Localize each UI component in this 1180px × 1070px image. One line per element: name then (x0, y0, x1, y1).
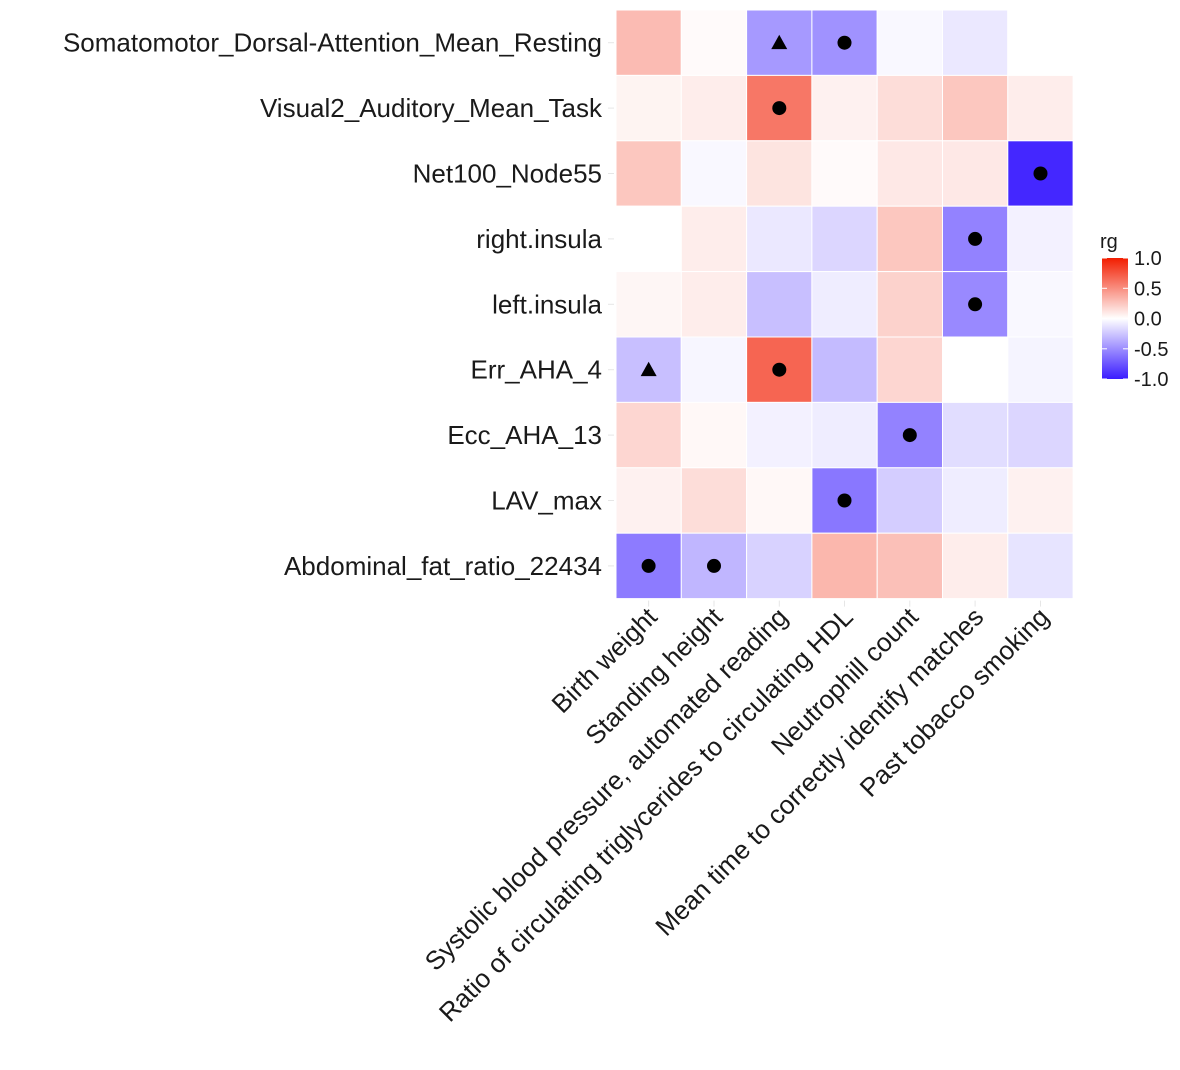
legend-tick-label: 0.0 (1134, 309, 1162, 331)
heatmap-cell (942, 467, 1009, 534)
row-label: Err_AHA_4 (471, 355, 603, 385)
heatmap-cell (942, 74, 1009, 142)
heatmap-cell (876, 205, 944, 273)
heatmap-cell (811, 401, 878, 469)
heatmap-cell (942, 401, 1009, 469)
heatmap-cell (680, 205, 748, 273)
circle-marker (641, 558, 656, 573)
heatmap-cell (876, 140, 944, 207)
circle-marker (772, 362, 787, 377)
circle-marker (837, 35, 852, 50)
row-label: right.insula (476, 224, 602, 254)
heatmap-cell (811, 74, 878, 142)
heatmap-cell (1007, 336, 1074, 403)
heatmap-cell (942, 532, 1009, 600)
heatmap-cell (942, 336, 1009, 403)
heatmap-cell (1007, 467, 1074, 534)
heatmap-cell (746, 532, 813, 600)
heatmap-cell (1007, 74, 1074, 142)
heatmap-cell (680, 74, 748, 142)
heatmap-cell (876, 532, 944, 600)
circle-marker (968, 231, 983, 246)
heatmap-cell (680, 336, 748, 403)
row-label: left.insula (492, 289, 602, 319)
heatmap-cell (942, 9, 1009, 76)
heatmap-cell (680, 9, 748, 76)
heatmap-cell (811, 336, 878, 403)
heatmap-cell (811, 532, 878, 600)
row-label: LAV_max (491, 486, 602, 516)
legend-title: rg (1100, 231, 1118, 253)
heatmap-cell (1007, 271, 1074, 338)
triangle-marker (771, 34, 788, 50)
heatmap-cell (680, 140, 748, 207)
row-label: Ecc_AHA_13 (447, 420, 602, 450)
legend-tick-label: 0.5 (1134, 278, 1162, 300)
row-label: Abdominal_fat_ratio_22434 (284, 551, 602, 581)
heatmap-cell (876, 271, 944, 338)
heatmap-cells (615, 9, 1074, 600)
heatmap-cell (680, 271, 748, 338)
circle-marker (772, 101, 787, 116)
heatmap-cell (746, 336, 813, 403)
heatmap-cell (1007, 205, 1074, 273)
heatmap-cell (811, 271, 878, 338)
significance-markers (640, 34, 1048, 573)
heatmap-cell (876, 336, 944, 403)
heatmap-cell (942, 140, 1009, 207)
color-legend: rg 1.0 0.5 0.0 -0.5 -1.0 (1100, 231, 1168, 391)
legend-tick-label: -0.5 (1134, 339, 1168, 361)
row-label: Visual2_Auditory_Mean_Task (260, 93, 603, 123)
legend-tick-label: -1.0 (1134, 369, 1168, 391)
row-label: Net100_Node55 (413, 159, 602, 189)
heatmap-cell (746, 401, 813, 469)
circle-marker (1033, 166, 1048, 181)
heatmap-cell (615, 205, 682, 273)
row-labels: Somatomotor_Dorsal-Attention_Mean_Restin… (63, 28, 614, 581)
triangle-marker (640, 361, 657, 377)
row-label: Somatomotor_Dorsal-Attention_Mean_Restin… (63, 28, 602, 58)
heatmap-cell (746, 271, 813, 338)
legend-tick-label: 1.0 (1134, 248, 1162, 270)
heatmap-cell (615, 271, 682, 338)
heatmap-cell (680, 401, 748, 469)
heatmap-cell (811, 205, 878, 273)
heatmap-cell (615, 401, 682, 469)
heatmap-cell (680, 467, 748, 534)
heatmap-cell (746, 205, 813, 273)
circle-marker (707, 558, 721, 573)
legend-ticks: 1.0 0.5 0.0 -0.5 -1.0 (1102, 248, 1168, 391)
heatmap-cell (1007, 401, 1074, 469)
heatmap-cell (1007, 532, 1074, 600)
heatmap-cell (876, 467, 944, 534)
heatmap-cell (811, 140, 878, 207)
circle-marker (837, 493, 852, 508)
circle-marker (968, 297, 983, 312)
heatmap-cell (615, 467, 682, 534)
heatmap-cell (876, 9, 944, 76)
heatmap-cell (615, 9, 682, 76)
heatmap-cell (615, 74, 682, 142)
heatmap-cell (746, 467, 813, 534)
heatmap-cell (1007, 9, 1074, 76)
heatmap-cell (615, 140, 682, 207)
heatmap-cell (746, 140, 813, 207)
heatmap-cell (876, 74, 944, 142)
circle-marker (902, 428, 917, 443)
